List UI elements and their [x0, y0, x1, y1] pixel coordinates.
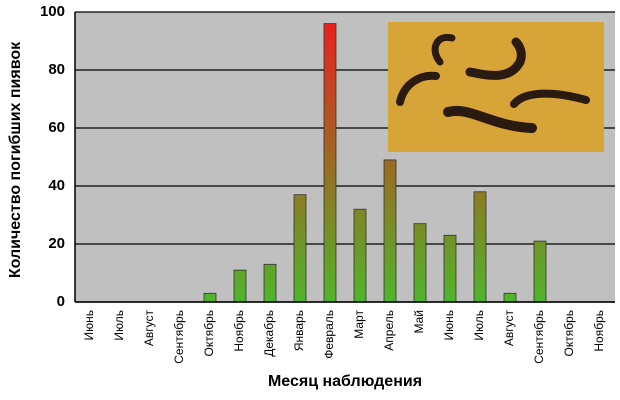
- photo-inset: [388, 22, 604, 152]
- x-tick-label: Декабрь: [262, 310, 276, 357]
- bar: [233, 269, 247, 303]
- bar: [203, 292, 217, 303]
- y-axis-title: Количество погибших пиявок: [7, 41, 24, 278]
- x-tick-label: Март: [352, 310, 366, 339]
- x-tick-label: Октябрь: [562, 310, 576, 357]
- y-tick-label: 40: [48, 177, 65, 194]
- bar: [503, 292, 517, 303]
- y-tick-label: 60: [48, 119, 65, 136]
- y-tick-label: 80: [48, 61, 65, 78]
- y-tick-label: 100: [40, 3, 65, 20]
- bar: [263, 263, 277, 303]
- x-tick-label: Август: [502, 310, 516, 347]
- x-tick-label: Июль: [472, 310, 486, 341]
- x-tick-label: Сентябрь: [172, 310, 186, 364]
- bar: [353, 208, 367, 303]
- x-axis-title: Месяц наблюдения: [268, 373, 422, 390]
- x-tick-label: Сентябрь: [532, 310, 546, 364]
- x-tick-label: Ноябрь: [592, 310, 606, 352]
- x-tick-label: Июль: [112, 310, 126, 341]
- y-tick-label: 0: [57, 293, 65, 310]
- x-tick-label: Июнь: [82, 310, 96, 341]
- bar: [473, 191, 487, 303]
- bar: [533, 240, 547, 303]
- bar: [413, 223, 427, 303]
- x-tick-label: Июнь: [442, 310, 456, 341]
- bar: [443, 234, 457, 303]
- x-tick-label: Январь: [292, 310, 306, 351]
- x-tick-label: Февраль: [322, 310, 336, 359]
- bar: [293, 194, 307, 303]
- x-tick-label: Май: [412, 310, 426, 334]
- bar: [323, 23, 337, 303]
- x-tick-label: Октябрь: [202, 310, 216, 357]
- x-tick-label: Август: [142, 310, 156, 347]
- x-tick-label: Ноябрь: [232, 310, 246, 352]
- x-tick-label: Апрель: [382, 310, 396, 351]
- bar: [383, 159, 397, 303]
- y-tick-label: 20: [48, 235, 65, 252]
